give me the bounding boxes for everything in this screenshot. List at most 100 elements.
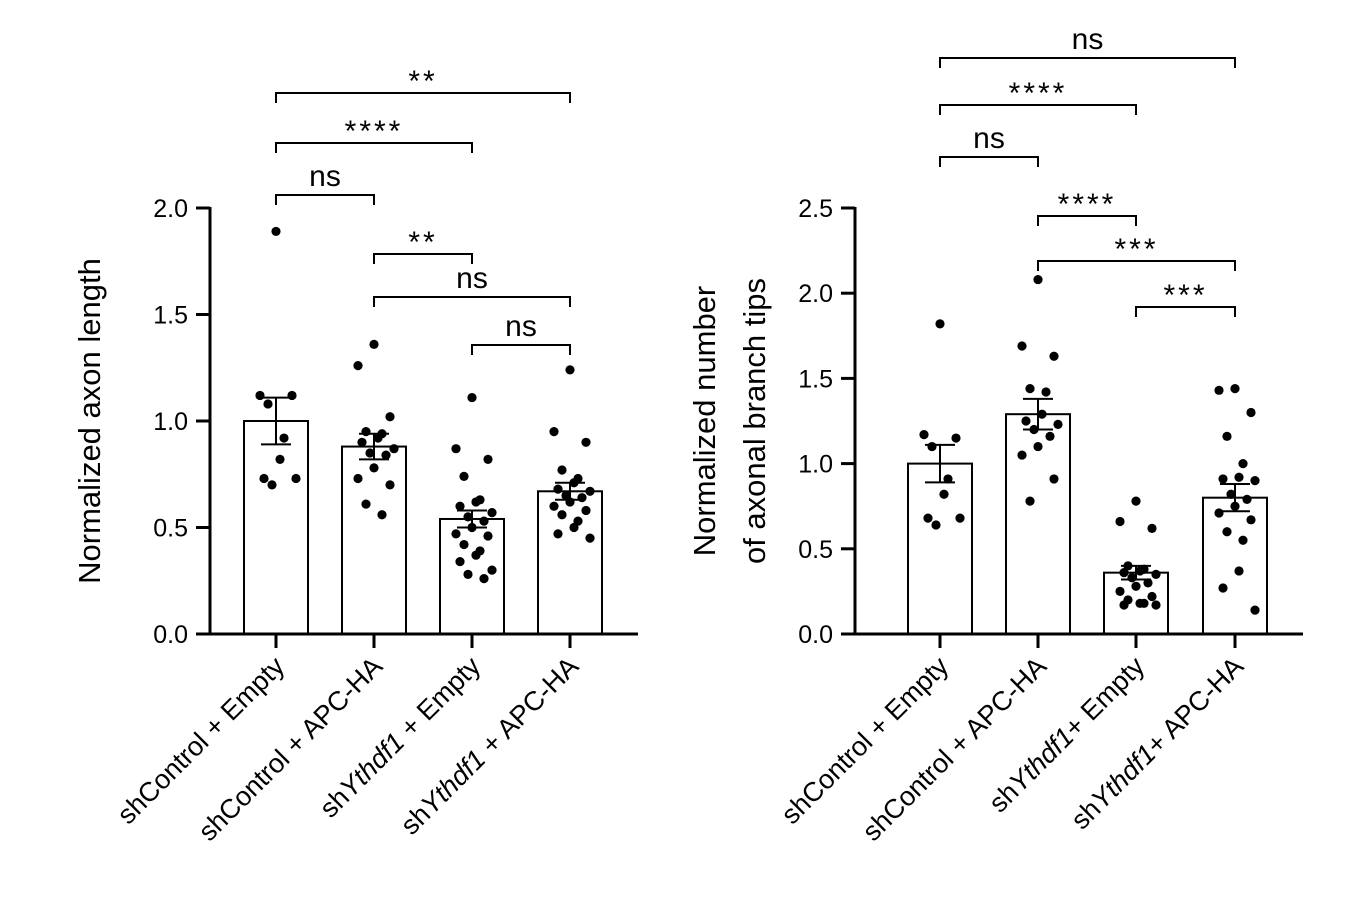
y-tick-label: 0.0 xyxy=(798,621,833,649)
data-point xyxy=(471,550,481,560)
category-label-gene: Ythdf1 xyxy=(1085,739,1161,815)
data-point xyxy=(1021,416,1031,426)
data-point xyxy=(479,574,489,584)
significance-label: **** xyxy=(345,115,404,148)
y-tick-label: 2.5 xyxy=(798,195,833,223)
data-point xyxy=(927,441,937,452)
significance-label: ns xyxy=(505,310,537,343)
data-point xyxy=(557,465,567,475)
data-point xyxy=(1143,578,1153,588)
data-point xyxy=(1238,459,1248,469)
data-point xyxy=(1246,515,1256,525)
data-point xyxy=(369,463,379,473)
category-label-suffix: + Empty xyxy=(389,651,486,748)
significance-label: ns xyxy=(309,160,341,193)
category-label-text: shControl + Empty xyxy=(111,651,290,830)
data-point xyxy=(1151,600,1161,610)
data-point xyxy=(353,473,363,484)
category-label: shControl + Empty xyxy=(775,651,954,830)
data-point xyxy=(1053,419,1063,430)
data-point xyxy=(1025,496,1035,506)
data-point xyxy=(1230,384,1240,394)
data-point xyxy=(1029,424,1039,435)
data-point xyxy=(483,531,493,541)
data-point xyxy=(271,226,281,237)
data-point xyxy=(553,484,563,494)
data-point xyxy=(565,497,575,507)
category-label: shControl + APC-HA xyxy=(192,651,388,847)
data-point xyxy=(369,339,379,349)
category-label-suffix: + APC-HA xyxy=(1140,651,1249,760)
data-point xyxy=(1147,591,1157,602)
significance-label: *** xyxy=(1114,233,1158,266)
significance-label: ns xyxy=(1072,23,1104,56)
data-point xyxy=(1017,341,1027,351)
data-point xyxy=(1214,385,1224,395)
data-point xyxy=(467,392,477,403)
data-point xyxy=(935,319,945,329)
data-point xyxy=(569,478,579,488)
data-point xyxy=(1115,516,1125,527)
data-point xyxy=(1147,523,1157,533)
y-tick-label: 0.5 xyxy=(153,515,188,543)
data-point xyxy=(1131,496,1141,506)
category-label: shYthdf1+ APC-HA xyxy=(1065,651,1249,835)
category-label-gene: Ythdf1 xyxy=(334,727,410,803)
y-tick-label: 1.0 xyxy=(798,451,833,479)
significance-bracket xyxy=(373,253,473,264)
y-axis-title-line: of axonal branch tips xyxy=(737,278,772,564)
data-point xyxy=(549,427,559,437)
data-point xyxy=(279,433,289,443)
category-label: shControl + APC-HA xyxy=(856,651,1052,847)
data-point xyxy=(939,489,949,499)
category-label: shControl + Empty xyxy=(111,651,290,830)
branch-tips-panel: 0.0 0.5 1.0 1.5 2.0 2.5 shControl + EmptyshCon… xyxy=(687,23,1303,847)
significance-bracket xyxy=(939,156,1039,167)
data-point xyxy=(1033,274,1043,285)
significance-bracket xyxy=(275,142,473,153)
y-tick-label: 1.5 xyxy=(153,302,188,330)
y-tick-label: 1.0 xyxy=(153,408,188,436)
data-point xyxy=(553,529,563,539)
data-point xyxy=(943,474,953,484)
data-point xyxy=(467,522,477,533)
data-point xyxy=(389,444,399,454)
data-point xyxy=(451,444,461,454)
significance-bracket xyxy=(939,104,1137,115)
data-point xyxy=(1025,384,1035,394)
significance-label: ** xyxy=(408,65,437,98)
significance-label: **** xyxy=(1058,188,1117,221)
data-point xyxy=(569,522,579,533)
data-point xyxy=(1250,605,1260,615)
data-point xyxy=(1222,527,1232,537)
category-label: shYthdf1 + Empty xyxy=(314,651,487,824)
data-point xyxy=(471,497,481,507)
data-point xyxy=(385,480,395,490)
data-point xyxy=(361,499,371,509)
data-point xyxy=(451,529,461,539)
data-point xyxy=(577,493,587,503)
significance-bracket xyxy=(1135,306,1236,317)
data-point xyxy=(565,365,575,375)
data-point xyxy=(263,399,273,409)
data-point xyxy=(459,539,469,550)
significance-label: **** xyxy=(1009,77,1068,110)
significance-label: *** xyxy=(1163,279,1207,312)
data-point xyxy=(923,513,933,523)
data-point xyxy=(549,501,559,511)
data-point xyxy=(459,471,469,481)
data-point xyxy=(581,505,591,516)
data-point xyxy=(1033,441,1043,452)
bar xyxy=(537,490,603,636)
data-point xyxy=(1017,450,1027,460)
category-label-text: shControl + Empty xyxy=(775,651,954,830)
data-point xyxy=(483,454,493,464)
data-point xyxy=(381,450,391,460)
data-point xyxy=(287,390,297,401)
bar xyxy=(243,420,309,635)
data-point xyxy=(1135,598,1145,608)
data-point xyxy=(357,437,367,447)
bar xyxy=(907,462,973,635)
data-point xyxy=(1242,494,1252,504)
data-point xyxy=(255,390,265,401)
